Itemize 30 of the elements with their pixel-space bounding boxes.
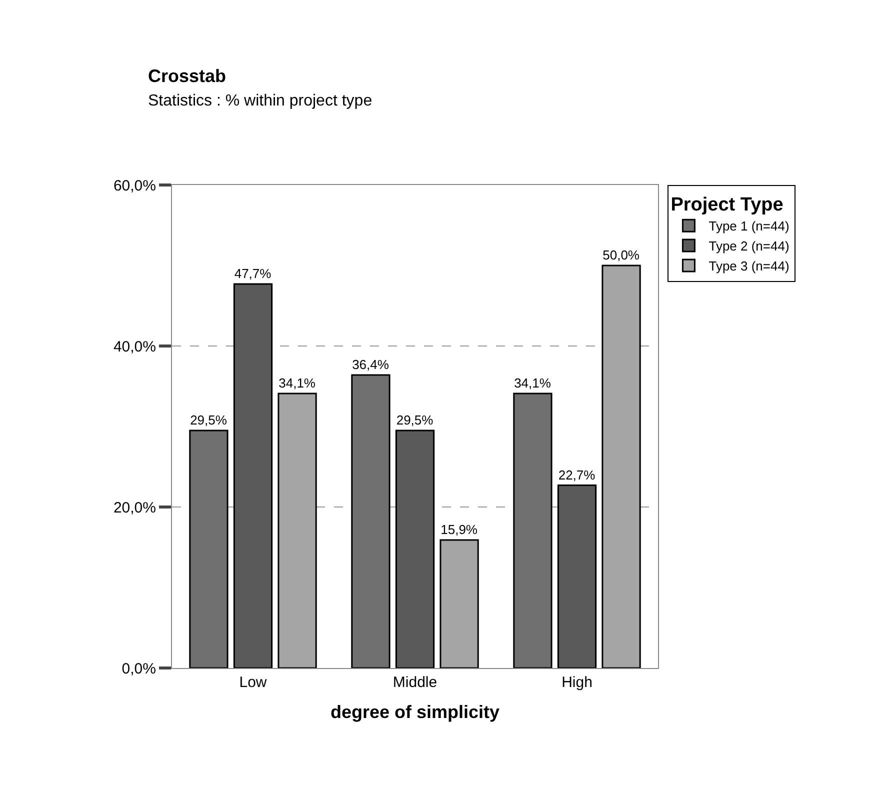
data-label: 29,5% (190, 412, 228, 428)
legend-label: Type 1 (n=44) (708, 218, 790, 234)
data-label: 15,9% (440, 522, 478, 538)
bar (395, 430, 435, 668)
data-label: 29,5% (396, 412, 434, 428)
y-tick-label: 60,0% (113, 177, 156, 194)
x-tick-label: Middle (392, 674, 438, 691)
data-label: 50,0% (602, 248, 640, 262)
bar (233, 283, 273, 668)
data-label: 34,1% (514, 376, 552, 390)
legend-label: Type 3 (n=44) (708, 258, 790, 274)
chart-title: Crosstab (148, 66, 226, 86)
data-label: 47,7% (234, 266, 272, 282)
x-axis-title: degree of simplicity (330, 702, 500, 722)
legend-label: Type 2 (n=44) (708, 238, 790, 254)
legend-title: Project Type (670, 194, 784, 216)
data-label: 34,1% (278, 376, 316, 390)
bar (189, 430, 228, 668)
x-tick-label: High (562, 674, 592, 691)
x-tick-label: Low (239, 674, 267, 691)
y-tick-label: 20,0% (113, 499, 156, 516)
bar (440, 539, 479, 668)
data-label: 36,4% (352, 356, 390, 372)
bar (557, 484, 597, 668)
data-label: 22,7% (558, 467, 596, 482)
y-tick-label: 0,0% (122, 660, 156, 678)
bar (513, 392, 552, 668)
chart-subtitle: Statistics : % within project type (148, 92, 372, 110)
y-tick-label: 40,0% (113, 338, 156, 356)
bar (351, 374, 390, 668)
